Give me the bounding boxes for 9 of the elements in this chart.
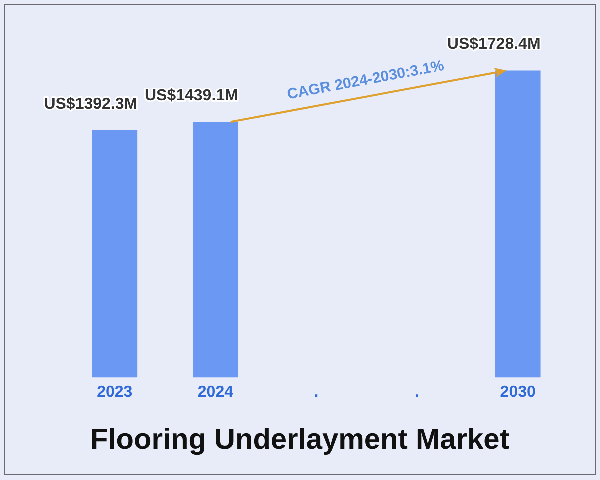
x-tick-label: 2023	[97, 384, 133, 401]
text: Flooring Underlayment Market	[90, 424, 510, 457]
data-label: US$1392.3M	[44, 96, 138, 113]
x-tick-label: .	[314, 384, 319, 401]
data-label: US$1728.4M	[447, 36, 541, 54]
x-tick-label: .	[415, 384, 420, 401]
data-label: US$1439.1M	[144, 88, 238, 105]
x-tick-label: 2030	[500, 384, 536, 401]
x-tick-label: 2024	[198, 384, 234, 401]
